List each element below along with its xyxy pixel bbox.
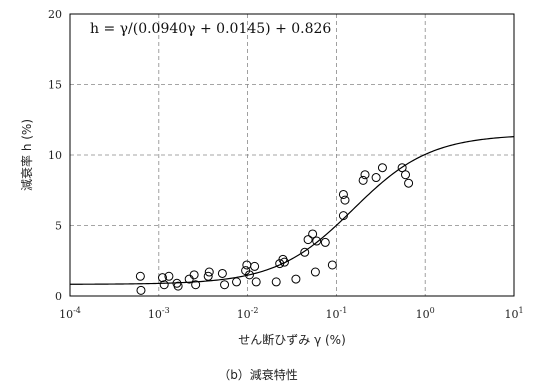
data-point (338, 211, 348, 221)
data-point (358, 175, 368, 185)
data-point (217, 268, 227, 278)
data-point (338, 189, 348, 199)
data-point (397, 163, 407, 173)
y-tick-label: 0 (55, 290, 62, 303)
y-tick-label: 15 (48, 79, 62, 92)
data-point (371, 173, 381, 183)
data-point (242, 260, 252, 270)
data-point (173, 281, 183, 291)
plot-frame (69, 13, 515, 297)
y-tick-label: 10 (48, 149, 62, 162)
grid (70, 14, 514, 296)
data-point (204, 267, 214, 277)
data-point (250, 261, 260, 271)
data-point (310, 267, 320, 277)
x-tick-label: 10-3 (148, 306, 170, 321)
data-point (303, 235, 313, 245)
data-point (279, 257, 289, 267)
data-point (300, 247, 310, 257)
data-point (377, 163, 387, 173)
data-point (404, 178, 414, 188)
data-point (220, 280, 230, 290)
x-tick-label: 100 (416, 306, 435, 321)
data-point (340, 195, 350, 205)
x-axis-label: せん断ひずみ γ (%) (238, 332, 346, 347)
y-tick-label: 20 (48, 8, 62, 21)
data-point (232, 277, 242, 287)
x-axis: 10-4 10-3 10-2 10-1 100 101 (59, 306, 523, 321)
equation-annotation: h = γ/(0.0940γ + 0.0145) + 0.826 (90, 21, 331, 37)
x-tick-label: 10-4 (59, 306, 81, 321)
data-point (327, 260, 337, 270)
figure-caption: （b）減衰特性 (218, 367, 298, 382)
data-point (320, 237, 330, 247)
data-point (308, 229, 318, 239)
x-tick-label: 10-1 (326, 306, 348, 321)
data-point (312, 236, 322, 246)
data-point (164, 271, 174, 281)
data-point (244, 270, 254, 280)
data-point (400, 170, 410, 180)
data-point (191, 280, 201, 290)
data-point (251, 277, 261, 287)
x-tick-label: 10-2 (237, 306, 259, 321)
data-point (159, 280, 169, 290)
data-point (135, 271, 145, 281)
data-point (291, 274, 301, 284)
data-point (271, 277, 281, 287)
fit-curve (69, 136, 515, 285)
y-axis-label: 減衰率 h (%) (19, 119, 34, 191)
y-tick-label: 5 (55, 220, 62, 233)
data-point (136, 285, 146, 295)
data-point (360, 170, 370, 180)
data-point (203, 271, 213, 281)
data-points (135, 163, 414, 295)
y-axis: 0 5 10 15 20 (48, 8, 62, 303)
x-tick-label: 101 (504, 306, 523, 321)
data-point (157, 273, 167, 283)
data-point (189, 270, 199, 280)
